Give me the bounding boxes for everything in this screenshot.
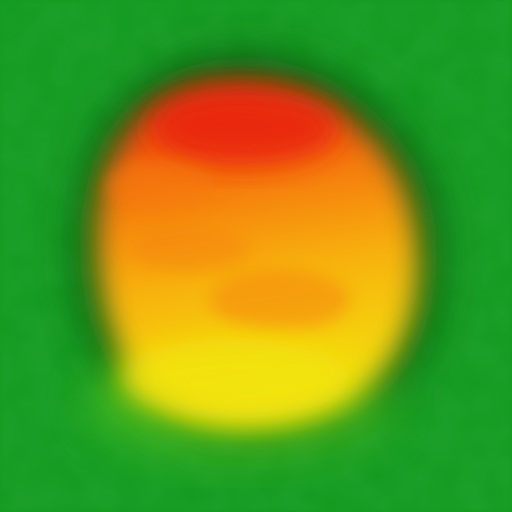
blob-yellow-zone [120,338,350,418]
blob-orange-mottle [105,160,215,210]
blob-orange-mottle [210,270,350,330]
blob-red-zone [150,90,340,166]
blob-orange-mottle [130,228,250,272]
